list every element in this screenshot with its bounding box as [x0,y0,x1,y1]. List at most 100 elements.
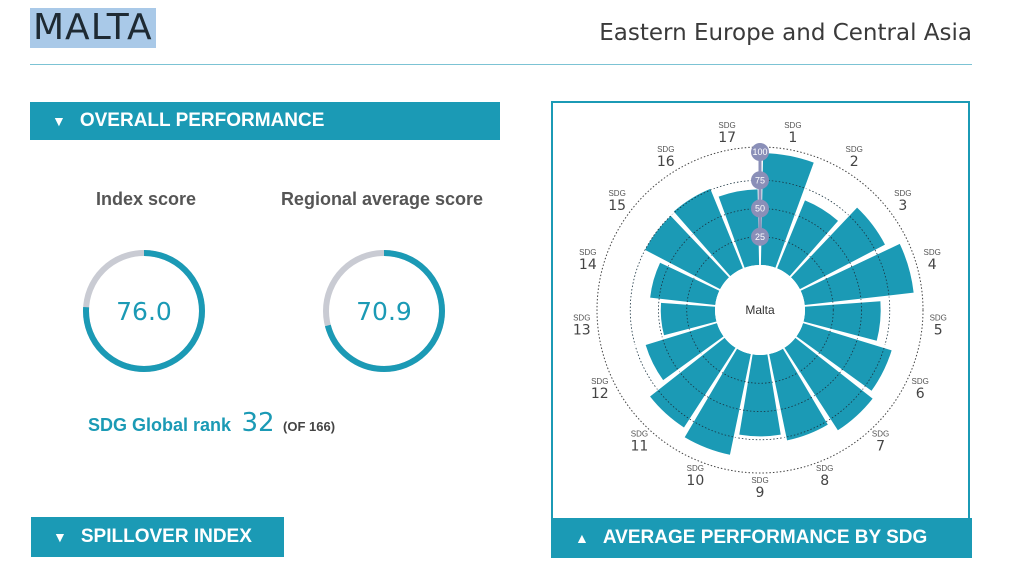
index-gauge-fill [83,250,205,372]
average-performance-label: AVERAGE PERFORMANCE BY SDG [602,527,928,548]
index-score-value: 76.0 [116,296,172,326]
overall-performance-toggle[interactable]: ▼ OVERALL PERFORMANCE [30,102,500,140]
sdg-number: 8 [820,473,829,489]
sdg-number: 16 [657,154,675,170]
sdg-bar-12 [645,323,724,381]
sdg-number: 13 [573,323,591,339]
sdg-number: 12 [591,386,609,402]
sdg-number: 9 [756,485,765,501]
sector-divider [775,162,818,269]
sdg-bar-9 [739,354,781,437]
sdg-prefix: SDG [608,189,625,198]
sector-divider [653,192,731,278]
scale-tick-25 [751,227,769,246]
sdg-prefix: SDG [579,248,596,257]
sdg-bar-14 [650,262,720,305]
sdg-bar-10 [684,348,751,455]
sdg-prefix: SDG [591,377,608,386]
sdg-bar-7 [784,337,873,431]
sector-divider [602,294,716,307]
region-title: Eastern Europe and Central Asia [599,20,972,46]
sdg-prefix: SDG [687,464,704,473]
grid-ring-50 [658,208,862,412]
index-score-label: Index score [95,189,197,209]
sdg-bar-4 [800,243,914,305]
sdg-prefix: SDG [894,189,911,198]
sector-divider [789,192,867,278]
sdg-number: 4 [928,257,937,273]
sdg-number: 10 [686,473,704,489]
sdg-number: 11 [630,438,648,454]
sector-divider [676,347,737,445]
regional-gauge-fill [323,250,445,372]
scale-tick-100 [751,143,769,161]
sector-divider [803,321,913,354]
sdg-number: 6 [916,386,925,402]
scale-tick-label: 75 [755,175,765,185]
sdg-number: 7 [876,438,885,454]
spillover-index-label: SPILLOVER INDEX [80,526,252,547]
header-divider [30,64,972,65]
sector-divider [783,347,844,445]
sdg-prefix: SDG [872,429,889,438]
sector-divider [618,239,720,291]
sdg-prefix: SDG [846,145,863,154]
sdg-prefix: SDG [718,121,735,130]
sdg-bar-15 [645,215,730,290]
global-rank-total: (OF 166) [283,419,336,434]
scale-tick-label: 100 [752,147,767,157]
regional-score-value: 70.9 [356,296,412,326]
overall-performance-label: OVERALL PERFORMANCE [79,110,325,131]
sdg-number: 5 [934,323,943,339]
sector-divider [795,336,887,406]
scale-tick-label: 25 [755,232,765,242]
sdg-bar-3 [790,207,885,290]
sdg-prefix: SDG [930,314,947,323]
index-score-gauge: 76.0 [80,247,208,375]
sdg-bar-16 [673,188,743,277]
sdg-prefix: SDG [631,429,648,438]
chart-center [715,265,805,355]
sdg-prefix: SDG [923,248,940,257]
sector-divider [633,336,725,406]
sdg-prefix: SDG [912,377,929,386]
regional-average-label: Regional average score [280,189,484,209]
sector-divider [730,354,753,466]
collapse-triangle-icon: ▼ [52,113,66,129]
average-performance-toggle[interactable]: ▲ AVERAGE PERFORMANCE BY SDG [551,518,972,558]
sdg-prefix: SDG [573,314,590,323]
sdg-prefix: SDG [784,121,801,130]
global-rank-value: 32 [241,408,275,438]
sector-divider [767,354,790,466]
global-rank: SDG Global rank 32 (OF 166) [88,408,335,438]
sdg-prefix: SDG [657,145,674,154]
sdg-chart-panel [551,101,970,519]
collapse-triangle-icon: ▼ [53,529,67,545]
sdg-number: 2 [850,154,859,170]
sdg-radial-chart: Malta255075100SDG1SDG2SDG3SDG4SDG5SDG6SD… [573,121,947,501]
expand-triangle-icon: ▲ [575,530,589,546]
global-rank-label: SDG Global rank [88,415,232,435]
sdg-bar-6 [796,323,892,391]
chart-center-label: Malta [745,303,775,317]
scale-tick-label: 50 [755,204,765,214]
spillover-index-toggle[interactable]: ▼ SPILLOVER INDEX [31,517,284,557]
regional-score-gauge: 70.9 [320,247,448,375]
sdg-bar-1 [760,153,814,268]
sdg-bar-2 [777,200,839,277]
grid-ring-75 [629,179,891,441]
grid-ring-25 [686,236,834,384]
